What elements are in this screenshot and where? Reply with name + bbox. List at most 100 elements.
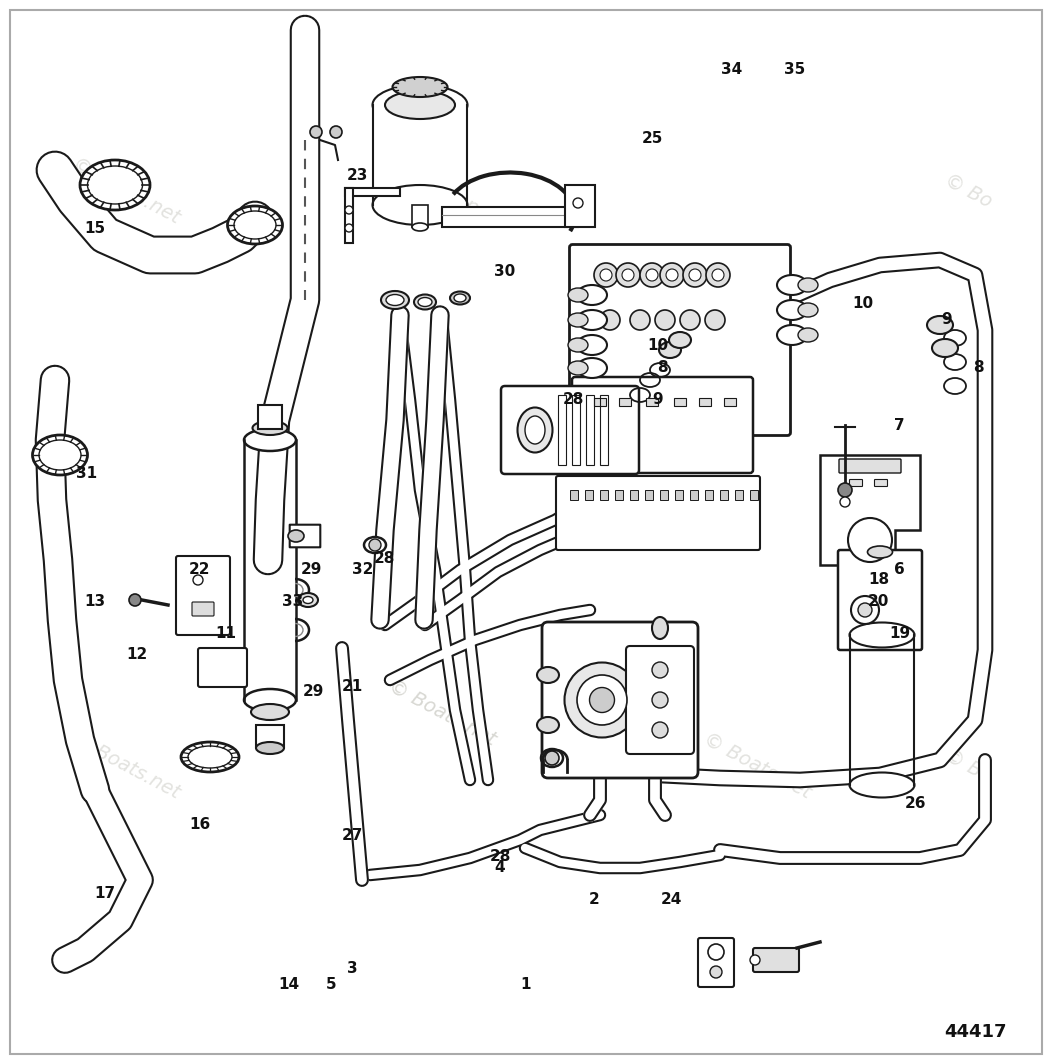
Ellipse shape [518,408,552,452]
Ellipse shape [576,285,607,305]
Ellipse shape [298,593,318,606]
Circle shape [616,263,640,287]
Text: 27: 27 [342,828,363,843]
Bar [442,207,578,227]
Ellipse shape [798,278,818,292]
Ellipse shape [868,546,892,558]
Text: 8: 8 [658,360,668,375]
Ellipse shape [227,206,283,244]
Bar [585,491,593,500]
Text: 24: 24 [661,892,682,907]
Bar [660,491,668,500]
Circle shape [839,497,850,508]
Ellipse shape [669,332,691,348]
Ellipse shape [798,328,818,342]
Text: © Boats.net: © Boats.net [701,730,814,802]
Bar [570,491,578,500]
Circle shape [683,263,707,287]
Ellipse shape [568,288,588,302]
Bar [705,491,713,500]
Text: 25: 25 [642,131,663,146]
Circle shape [838,483,852,497]
Ellipse shape [576,358,607,378]
Ellipse shape [372,185,467,225]
FancyBboxPatch shape [753,948,800,972]
Ellipse shape [450,292,470,304]
Bar [735,491,743,500]
Bar [724,398,736,406]
Ellipse shape [288,530,304,542]
Bar [645,491,653,500]
Ellipse shape [252,421,287,435]
Ellipse shape [798,303,818,317]
Ellipse shape [181,742,239,772]
Text: 22: 22 [189,562,210,577]
Text: 4: 4 [494,860,505,875]
Ellipse shape [525,416,545,444]
FancyBboxPatch shape [289,525,320,547]
Text: 15: 15 [84,221,105,236]
Circle shape [594,263,618,287]
Ellipse shape [568,361,588,375]
Ellipse shape [418,298,432,306]
Ellipse shape [576,310,607,330]
Text: © Boats.net: © Boats.net [69,155,183,228]
Circle shape [848,518,892,562]
Ellipse shape [589,687,614,713]
FancyBboxPatch shape [501,386,639,473]
Text: 28: 28 [373,551,394,566]
Ellipse shape [386,295,404,305]
Ellipse shape [652,617,668,639]
Ellipse shape [565,663,640,737]
Ellipse shape [659,342,681,358]
Ellipse shape [454,294,466,302]
Bar [412,205,428,227]
Bar [373,105,467,205]
Circle shape [310,126,322,138]
Ellipse shape [414,295,436,310]
Ellipse shape [568,313,588,327]
Circle shape [640,263,664,287]
Ellipse shape [541,749,563,767]
Circle shape [680,310,700,330]
Ellipse shape [568,338,588,352]
Ellipse shape [244,429,296,451]
Text: 11: 11 [216,626,237,641]
Text: 1: 1 [521,977,531,992]
Circle shape [545,751,559,765]
Circle shape [369,539,381,551]
Circle shape [652,692,668,708]
Ellipse shape [80,160,150,210]
Circle shape [660,263,684,287]
Ellipse shape [576,335,607,355]
Ellipse shape [412,223,428,231]
Text: 20: 20 [868,594,889,609]
Circle shape [652,722,668,738]
FancyBboxPatch shape [626,646,694,754]
Text: 31: 31 [76,466,97,481]
Text: 28: 28 [490,849,511,864]
Ellipse shape [777,325,807,345]
FancyBboxPatch shape [557,476,760,550]
Bar [572,395,580,465]
Ellipse shape [777,275,807,295]
Ellipse shape [256,742,284,754]
Ellipse shape [33,435,87,475]
Text: 6: 6 [894,562,905,577]
Bar [345,188,400,196]
Text: 30: 30 [494,264,515,279]
Bar [256,725,284,747]
Bar [619,398,631,406]
Text: 14: 14 [279,977,300,992]
Bar [646,398,658,406]
Bar [699,398,711,406]
Ellipse shape [777,300,807,320]
Circle shape [851,596,879,624]
Text: 12: 12 [126,647,147,662]
Text: 9: 9 [942,312,952,327]
Circle shape [345,225,353,232]
Text: 34: 34 [721,62,742,77]
Bar [615,491,623,500]
Text: 33: 33 [282,594,303,609]
Ellipse shape [303,597,313,603]
